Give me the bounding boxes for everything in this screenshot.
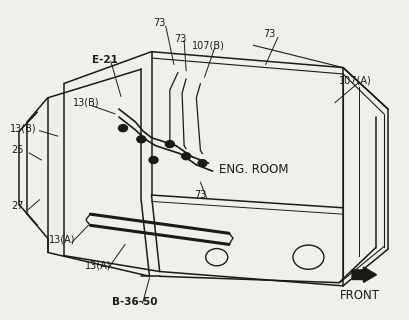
Text: 107(B): 107(B) — [192, 40, 225, 50]
Text: 73: 73 — [194, 190, 207, 200]
Text: 25: 25 — [11, 146, 24, 156]
Circle shape — [137, 136, 146, 143]
Text: 27: 27 — [11, 201, 24, 211]
Text: 73: 73 — [153, 18, 166, 28]
Circle shape — [198, 160, 207, 167]
FancyArrow shape — [352, 267, 377, 282]
Text: FRONT: FRONT — [339, 289, 380, 302]
Text: 13(A): 13(A) — [49, 235, 75, 245]
Text: B-36-50: B-36-50 — [112, 297, 158, 307]
Circle shape — [119, 124, 128, 132]
Text: 13(A): 13(A) — [85, 260, 112, 270]
Text: 107(A): 107(A) — [339, 75, 372, 85]
Circle shape — [182, 153, 191, 160]
Text: 13(B): 13(B) — [73, 98, 100, 108]
Text: 13(B): 13(B) — [10, 123, 36, 133]
Circle shape — [149, 156, 158, 164]
Text: ENG. ROOM: ENG. ROOM — [219, 163, 288, 176]
Text: 73: 73 — [263, 29, 276, 39]
Circle shape — [165, 140, 174, 148]
Text: E-21: E-21 — [92, 55, 117, 65]
Text: 73: 73 — [174, 34, 186, 44]
